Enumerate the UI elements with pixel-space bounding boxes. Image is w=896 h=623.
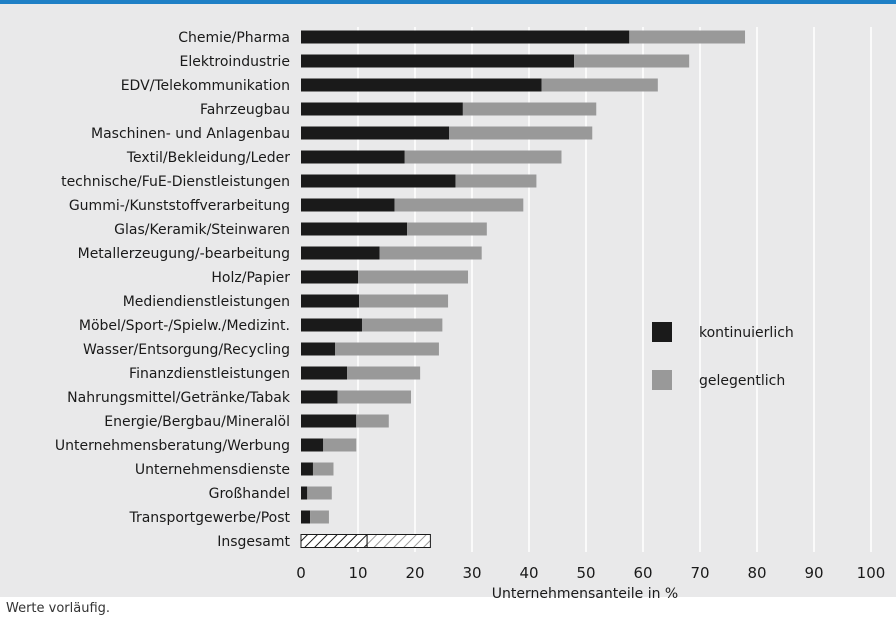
- bar-gelegentlich-unternehmensdienste: [312, 462, 334, 476]
- category-label-unternehmensberatung-werbung: Unternehmensberatung/Werbung: [55, 438, 290, 454]
- bar-kontinuierlich-unternehmensdienste: [301, 462, 313, 476]
- bar-gelegentlich-m-bel-sport-spielw-medizint: [361, 318, 443, 332]
- legend-label-gelegentlich: gelegentlich: [699, 373, 785, 389]
- x-axis-title: Unternehmensanteile in %: [492, 586, 678, 602]
- legend-swatch-kontinuierlich: [652, 322, 672, 342]
- category-label-elektroindustrie: Elektroindustrie: [179, 54, 290, 70]
- bar-kontinuierlich-mediendienstleistungen: [301, 294, 360, 308]
- bar-kontinuierlich-chemie-pharma: [301, 30, 630, 44]
- x-tick-label-30: 30: [462, 564, 481, 582]
- category-label-unternehmensdienste: Unternehmensdienste: [135, 462, 290, 478]
- category-label-glas-keramik-steinwaren: Glas/Keramik/Steinwaren: [114, 222, 290, 238]
- category-label-nahrungsmittel-getr-nke-tabak: Nahrungsmittel/Getränke/Tabak: [67, 390, 291, 406]
- bar-kontinuierlich-gummi-kunststoffverarbeitung: [301, 198, 395, 212]
- bar-kontinuierlich-textil-bekleidung-leder: [301, 150, 405, 164]
- legend: kontinuierlich gelegentlich: [652, 322, 794, 390]
- bar-gelegentlich-textil-bekleidung-leder: [404, 150, 562, 164]
- bar-gelegentlich-holz-papier: [358, 270, 469, 284]
- x-tick-label-50: 50: [576, 564, 595, 582]
- bar-kontinuierlich-nahrungsmittel-getr-nke-tabak: [301, 390, 338, 404]
- category-label-holz-papier: Holz/Papier: [211, 270, 290, 286]
- category-label-gro-handel: Großhandel: [209, 486, 290, 502]
- bar-gelegentlich-nahrungsmittel-getr-nke-tabak: [337, 390, 412, 404]
- bar-kontinuierlich-transportgewerbe-post: [301, 510, 311, 524]
- bar-kontinuierlich-maschinen-und-anlagenbau: [301, 126, 450, 140]
- category-label-wasser-entsorgung-recycling: Wasser/Entsorgung/Recycling: [83, 342, 290, 358]
- bar-kontinuierlich-insgesamt: [300, 534, 368, 548]
- bar-gelegentlich-maschinen-und-anlagenbau: [449, 126, 593, 140]
- x-tick-label-60: 60: [633, 564, 652, 582]
- bar-kontinuierlich-unternehmensberatung-werbung: [301, 438, 324, 452]
- bar-gelegentlich-technische-fue-dienstleistungen: [455, 174, 537, 188]
- bar-kontinuierlich-energie-bergbau-mineral-l: [301, 414, 357, 428]
- bar-gelegentlich-edv-telekommunikation: [541, 78, 658, 92]
- x-tick-label-70: 70: [690, 564, 709, 582]
- bars: [300, 30, 746, 548]
- category-label-fahrzeugbau: Fahrzeugbau: [200, 102, 290, 118]
- category-label-transportgewerbe-post: Transportgewerbe/Post: [128, 510, 290, 526]
- bar-gelegentlich-wasser-entsorgung-recycling: [335, 342, 439, 356]
- category-label-textil-bekleidung-leder: Textil/Bekleidung/Leder: [126, 150, 290, 166]
- footnote: Werte vorläufig.: [6, 601, 111, 616]
- bar-kontinuierlich-technische-fue-dienstleistungen: [301, 174, 456, 188]
- legend-label-kontinuierlich: kontinuierlich: [699, 325, 794, 341]
- bar-gelegentlich-mediendienstleistungen: [359, 294, 449, 308]
- category-label-technische-fue-dienstleistungen: technische/FuE-Dienstleistungen: [61, 174, 290, 190]
- bar-gelegentlich-elektroindustrie: [574, 54, 690, 68]
- category-label-maschinen-und-anlagenbau: Maschinen- und Anlagenbau: [91, 126, 290, 142]
- category-label-energie-bergbau-mineral-l: Energie/Bergbau/Mineralöl: [104, 414, 290, 430]
- x-tick-label-20: 20: [405, 564, 424, 582]
- bar-kontinuierlich-edv-telekommunikation: [301, 78, 542, 92]
- bar-kontinuierlich-glas-keramik-steinwaren: [301, 222, 408, 236]
- x-tick-label-40: 40: [519, 564, 538, 582]
- bar-gelegentlich-finanzdienstleistungen: [347, 366, 421, 380]
- category-label-insgesamt: Insgesamt: [217, 534, 290, 550]
- x-tick-label-10: 10: [348, 564, 367, 582]
- category-label-edv-telekommunikation: EDV/Telekommunikation: [121, 78, 290, 94]
- category-label-m-bel-sport-spielw-medizint: Möbel/Sport-/Spielw./Medizint.: [79, 318, 290, 334]
- bar-gelegentlich-gro-handel: [307, 486, 332, 500]
- top-accent-bar: [0, 0, 896, 4]
- category-labels: Chemie/Pharma Elektroindustrie EDV/Telekom…: [55, 30, 291, 550]
- x-tick-label-0: 0: [296, 564, 306, 582]
- x-tick-label-100: 100: [857, 564, 886, 582]
- bar-kontinuierlich-fahrzeugbau: [301, 102, 463, 116]
- x-tick-label-80: 80: [747, 564, 766, 582]
- x-axis-ticks: 0 10 20 30 40 50 60 70 80 90 100: [296, 564, 885, 582]
- bar-gelegentlich-glas-keramik-steinwaren: [407, 222, 487, 236]
- bar-kontinuierlich-finanzdienstleistungen: [301, 366, 348, 380]
- bar-kontinuierlich-metallerzeugung-bearbeitung: [301, 246, 380, 260]
- bar-gelegentlich-fahrzeugbau: [462, 102, 597, 116]
- bar-gelegentlich-metallerzeugung-bearbeitung: [379, 246, 482, 260]
- bar-kontinuierlich-gro-handel: [301, 486, 308, 500]
- category-label-mediendienstleistungen: Mediendienstleistungen: [123, 294, 290, 310]
- category-label-gummi-kunststoffverarbeitung: Gummi-/Kunststoffverarbeitung: [69, 198, 290, 214]
- bar-gelegentlich-chemie-pharma: [629, 30, 746, 44]
- category-label-chemie-pharma: Chemie/Pharma: [178, 30, 290, 46]
- bar-gelegentlich-energie-bergbau-mineral-l: [356, 414, 389, 428]
- bar-gelegentlich-transportgewerbe-post: [310, 510, 329, 524]
- bar-gelegentlich-gummi-kunststoffverarbeitung: [394, 198, 524, 212]
- bar-gelegentlich-unternehmensberatung-werbung: [323, 438, 357, 452]
- legend-swatch-gelegentlich: [652, 370, 672, 390]
- category-label-metallerzeugung-bearbeitung: Metallerzeugung/-bearbeitung: [78, 246, 290, 262]
- bar-gelegentlich-insgesamt: [366, 534, 431, 548]
- bar-kontinuierlich-m-bel-sport-spielw-medizint: [301, 318, 362, 332]
- bar-kontinuierlich-wasser-entsorgung-recycling: [301, 342, 336, 356]
- bar-kontinuierlich-holz-papier: [301, 270, 358, 284]
- bar-kontinuierlich-elektroindustrie: [301, 54, 575, 68]
- x-tick-label-90: 90: [804, 564, 823, 582]
- category-label-finanzdienstleistungen: Finanzdienstleistungen: [129, 366, 290, 382]
